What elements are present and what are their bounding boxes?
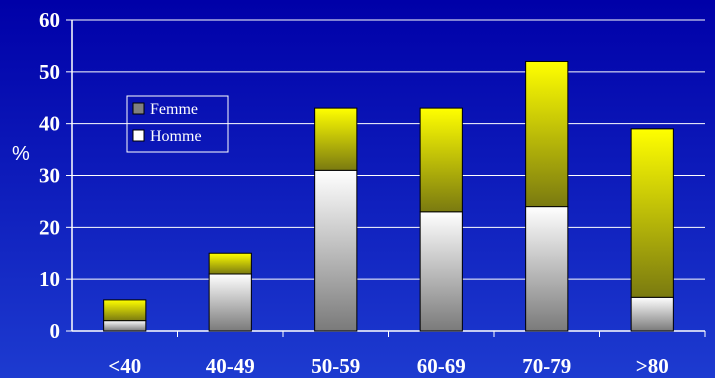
y-tick-label: 20 bbox=[39, 215, 60, 239]
y-tick-label: 40 bbox=[39, 112, 60, 136]
y-tick-label: 30 bbox=[39, 164, 60, 188]
bar-femme bbox=[103, 299, 147, 322]
legend-swatch-femme bbox=[132, 102, 145, 115]
bar-homme bbox=[419, 211, 463, 332]
y-tick-label: 0 bbox=[50, 319, 61, 343]
legend-box bbox=[126, 95, 229, 153]
bar-homme bbox=[103, 320, 147, 332]
legend-label-homme: Homme bbox=[150, 128, 202, 145]
bar-femme bbox=[314, 107, 358, 171]
bar-femme bbox=[419, 107, 463, 213]
gridlines bbox=[66, 19, 705, 332]
x-tick-label: >80 bbox=[636, 354, 669, 378]
x-tick-label: 70-79 bbox=[522, 354, 571, 378]
y-tick-label: 50 bbox=[39, 60, 60, 84]
y-tick-label: 60 bbox=[39, 8, 60, 32]
bar-femme bbox=[630, 128, 674, 298]
bar-homme bbox=[630, 296, 674, 332]
y-axis-label: % bbox=[12, 143, 30, 165]
x-tick-label: 60-69 bbox=[417, 354, 466, 378]
bar-homme bbox=[314, 169, 358, 332]
x-tick-label: <40 bbox=[108, 354, 141, 378]
x-tick-labels: <40 40-49 50-59 60-69 70-79 >80 bbox=[108, 354, 668, 378]
axes bbox=[71, 20, 706, 337]
legend-swatch-homme bbox=[132, 129, 145, 142]
legend-label-femme: Femme bbox=[150, 101, 198, 118]
bar-femme bbox=[208, 252, 252, 275]
bar-homme bbox=[208, 273, 252, 332]
bar-homme bbox=[525, 206, 569, 332]
x-tick-label: 50-59 bbox=[311, 354, 360, 378]
bar-femme bbox=[525, 60, 569, 208]
y-tick-labels: 0 10 20 30 40 50 60 bbox=[39, 8, 60, 343]
y-tick-label: 10 bbox=[39, 267, 60, 291]
x-tick-label: 40-49 bbox=[206, 354, 255, 378]
bars bbox=[103, 60, 674, 332]
legend: Femme Homme bbox=[126, 95, 229, 153]
